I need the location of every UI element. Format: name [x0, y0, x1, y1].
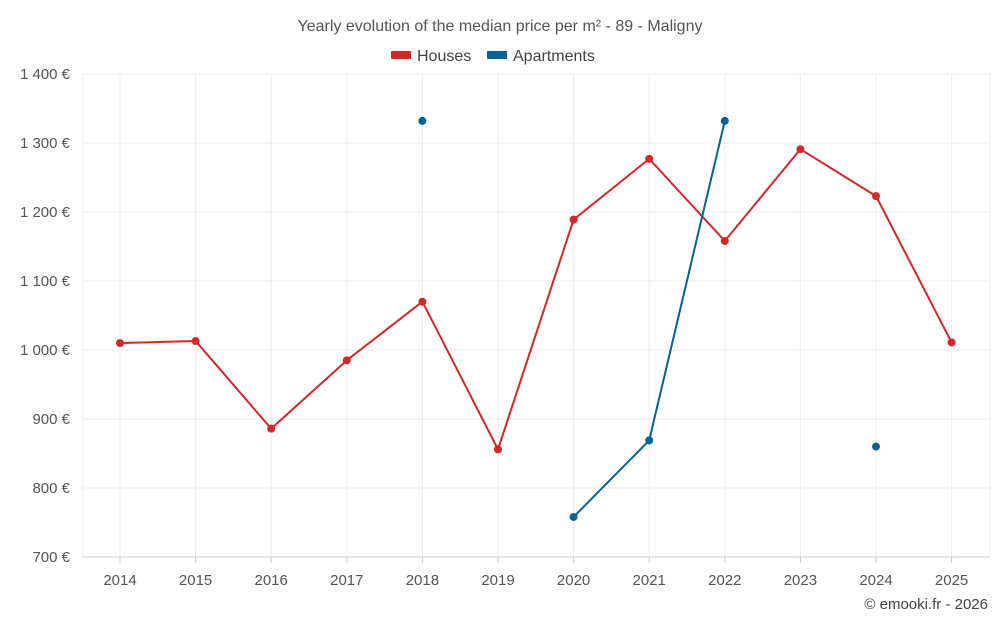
x-tick-label: 2014	[103, 572, 136, 589]
series	[116, 116, 956, 521]
x-tick-label: 2021	[633, 572, 666, 589]
y-tick-label: 800 €	[32, 480, 70, 497]
legend-item-houses[interactable]: Houses	[391, 48, 471, 65]
data-point-apartments[interactable]	[569, 512, 578, 521]
y-tick-label: 1 300 €	[20, 135, 71, 152]
series-line-houses	[119, 148, 953, 451]
series-apartments	[418, 116, 880, 521]
data-point-houses[interactable]	[872, 192, 880, 201]
legend-item-apartments[interactable]: Apartments	[487, 48, 595, 65]
chart-title: Yearly evolution of the median price per…	[298, 18, 703, 35]
y-tick-label: 700 €	[32, 549, 70, 566]
data-point-houses[interactable]	[267, 424, 276, 433]
legend-label-apartments: Apartments	[513, 48, 595, 65]
data-point-houses[interactable]	[494, 445, 502, 454]
x-tick-label: 2017	[330, 572, 363, 589]
data-point-houses[interactable]	[191, 337, 200, 346]
legend-swatch-houses	[391, 51, 411, 59]
gridlines	[82, 73, 991, 557]
data-point-houses[interactable]	[720, 236, 729, 245]
data-point-houses[interactable]	[569, 215, 578, 224]
x-tick-label: 2024	[859, 572, 892, 589]
x-tick-label: 2025	[935, 572, 968, 589]
data-point-houses[interactable]	[947, 338, 956, 347]
data-point-houses[interactable]	[116, 339, 124, 348]
x-tick-label: 2023	[784, 572, 817, 589]
data-point-apartments[interactable]	[645, 436, 654, 445]
y-tick-label: 1 000 €	[20, 342, 71, 359]
x-tick-label: 2018	[406, 572, 439, 589]
x-tick-label: 2015	[179, 572, 212, 589]
data-point-houses[interactable]	[645, 154, 654, 163]
x-tick-label: 2022	[708, 572, 741, 589]
x-tick-label: 2016	[255, 572, 288, 589]
x-tick-label: 2019	[481, 572, 514, 589]
data-point-apartments[interactable]	[872, 442, 880, 451]
legend-swatch-apartments	[487, 51, 507, 59]
y-tick-label: 1 100 €	[20, 273, 71, 290]
y-tick-label: 1 400 €	[20, 66, 71, 83]
y-tick-label: 1 200 €	[20, 204, 71, 221]
legend-label-houses: Houses	[417, 48, 471, 65]
data-point-houses[interactable]	[796, 145, 805, 154]
y-tick-label: 900 €	[32, 411, 70, 428]
credit-text: © emooki.fr - 2026	[864, 596, 988, 613]
x-tick-label: 2020	[557, 572, 590, 589]
data-point-apartments[interactable]	[418, 116, 427, 125]
series-houses	[116, 145, 956, 454]
data-point-houses[interactable]	[342, 356, 351, 365]
data-point-houses[interactable]	[418, 297, 427, 306]
axes: 700 € 800 € 900 € 1 000 € 1 100 € 1 200 € 1 30…	[20, 66, 990, 589]
legend: Houses Apartments	[391, 48, 595, 65]
data-point-apartments[interactable]	[720, 116, 729, 125]
